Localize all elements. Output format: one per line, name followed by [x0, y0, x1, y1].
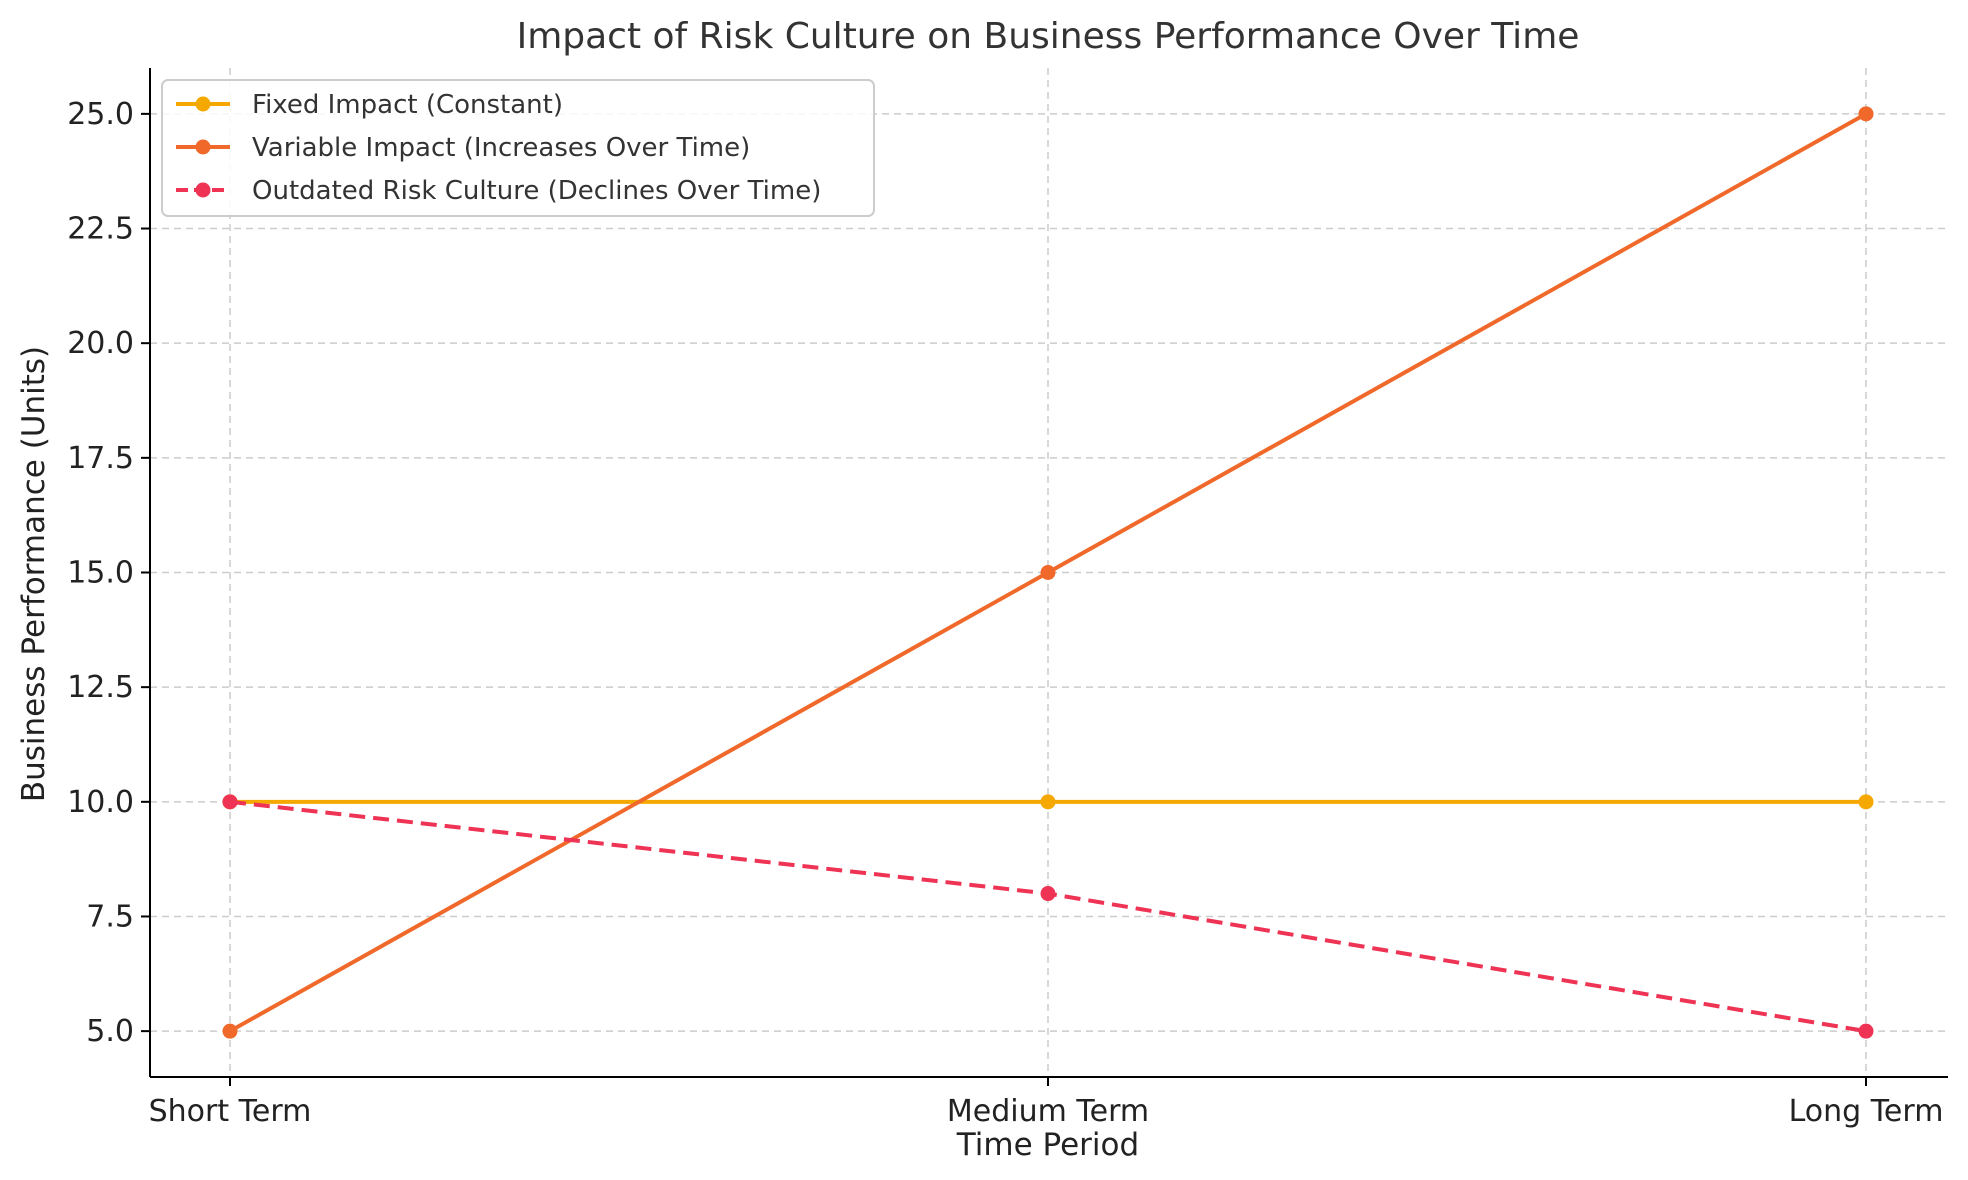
- legend-swatch-marker: [195, 96, 211, 112]
- axes-layer: 5.0 7.5 10.0 12.5 15.0 17.5 20.0 22.5 25.0 Short …: [67, 68, 1948, 1129]
- legend-swatch-marker: [195, 139, 211, 155]
- series-2: [222, 106, 1874, 1039]
- chart-title: Impact of Risk Culture on Business Perfo…: [517, 16, 1580, 57]
- y-tick-label: 10.0: [67, 785, 134, 820]
- legend: Fixed Impact (Constant) Variable Impact (…: [161, 79, 875, 217]
- legend-entry-label: Variable Impact (Increases Over Time): [252, 133, 750, 163]
- legend-swatch-marker: [195, 182, 211, 198]
- y-tick-label: 17.5: [67, 441, 134, 476]
- legend-box: [161, 79, 875, 217]
- x-axis-label: Time Period: [956, 1127, 1139, 1163]
- series-3-point: [1858, 1023, 1874, 1039]
- y-tick-label: 25.0: [67, 97, 134, 132]
- series-2-point: [1858, 106, 1874, 122]
- y-tick-label: 12.5: [67, 670, 134, 705]
- x-tick-label: Short Term: [149, 1094, 312, 1129]
- x-tick-label: Long Term: [1789, 1094, 1944, 1129]
- series-1-point: [1858, 794, 1874, 810]
- series-1-point: [1040, 794, 1056, 810]
- legend-entry-label: Outdated Risk Culture (Declines Over Tim…: [252, 176, 821, 206]
- x-tick-label: Medium Term: [947, 1094, 1149, 1129]
- y-tick-label: 20.0: [67, 326, 134, 361]
- y-tick-label: 7.5: [86, 899, 134, 934]
- series-2-point: [222, 1023, 238, 1039]
- legend-entry-label: Fixed Impact (Constant): [252, 90, 563, 120]
- series-3-point: [1040, 886, 1056, 902]
- series-2-point: [1040, 565, 1056, 580]
- series-3-point: [222, 794, 238, 810]
- series-layer: [222, 106, 1874, 1039]
- series-3: [222, 794, 1874, 1039]
- y-axis-label: Business Performance (Units): [16, 346, 52, 802]
- y-tick-label: 15.0: [67, 556, 134, 591]
- y-tick-label: 5.0: [86, 1014, 134, 1049]
- y-tick-label: 22.5: [67, 212, 134, 247]
